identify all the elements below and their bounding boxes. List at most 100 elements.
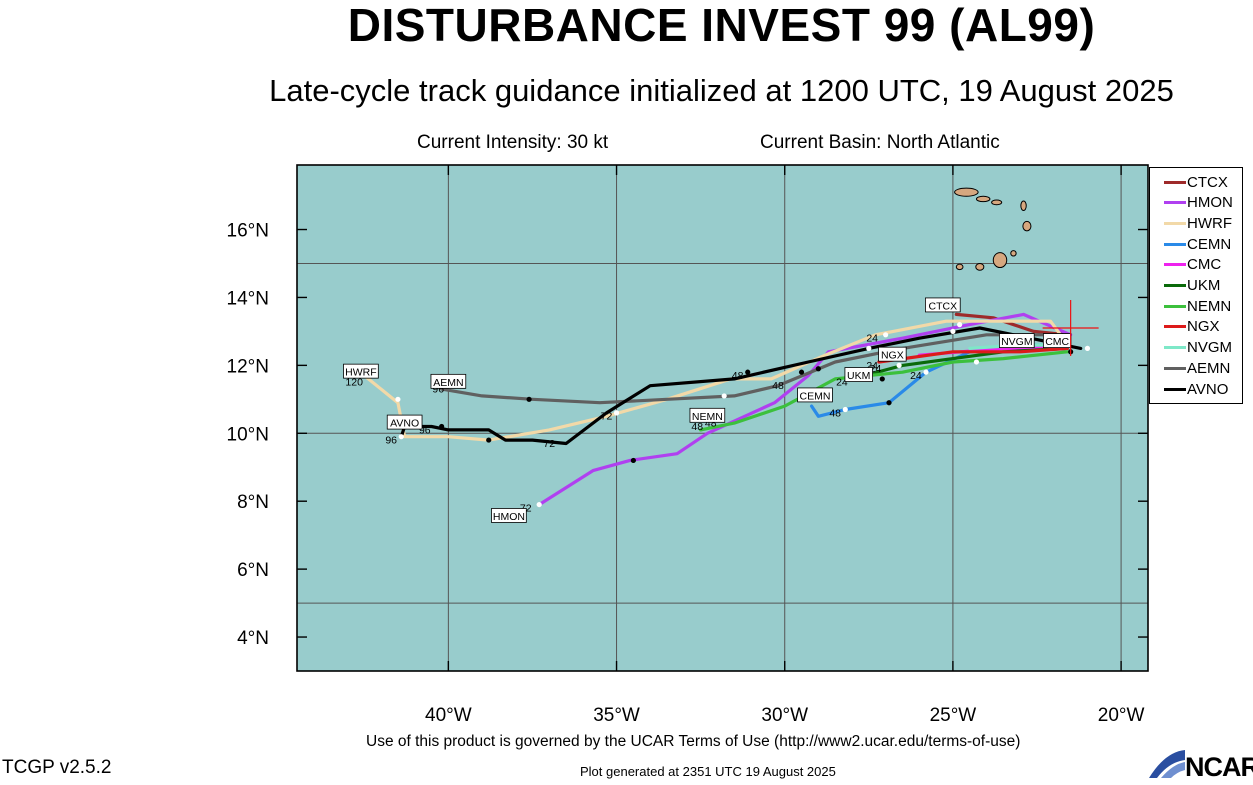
y-tick-label: 10°N [227,424,269,445]
legend-swatch [1164,387,1186,391]
map-subtitle: Late-cycle track guidance initialized at… [269,73,1174,108]
legend-label: NVGM [1187,339,1232,357]
y-tick-label: 12°N [227,356,269,377]
forecast-hour-label: 48 [691,421,703,433]
island-shape [975,195,991,203]
legend-swatch [1164,221,1186,225]
track-label-hmon: HMON [491,508,527,523]
track-marker-avno [1084,345,1091,351]
track-marker-avno [398,434,404,440]
track-marker-aemn [526,396,532,402]
track-marker-cemn [923,369,929,375]
x-tick-label: 35°W [593,705,640,726]
legend-item-nemn: NEMN [1164,296,1231,316]
legend-item-cemn: CEMN [1164,234,1231,254]
track-marker-avno [613,410,620,416]
island-shape [954,187,979,197]
island-shape [992,252,1008,269]
y-tick-label: 16°N [227,221,269,242]
track-marker-aemn [815,366,821,372]
ncar-logo-mark [1149,750,1185,778]
track-label-cemn: CEMN [797,387,833,403]
legend-item-ukm: UKM [1164,276,1220,296]
legend-swatch [1164,304,1186,308]
track-label-box [999,333,1035,348]
track-label-box [343,363,379,379]
track-label-box [491,508,527,523]
forecast-hour-label: 72 [601,411,613,423]
track-marker-hwrf [798,369,805,375]
forecast-hour-label: 24 [836,377,848,389]
track-marker-hwrf [395,396,401,402]
track-ngx [877,346,1069,364]
x-tick-label: 40°W [425,705,472,726]
x-tick-label: 25°W [930,705,977,726]
track-label-text: NEMN [692,411,723,423]
track-label-box [797,387,833,403]
track-label-text: CMC [1045,336,1069,348]
legend-label: UKM [1187,277,1221,294]
track-marker-avno [745,369,751,375]
legend-swatch [1164,346,1186,350]
track-label-aemn: AEMN [430,373,467,389]
island-shape [975,262,985,271]
legend-swatch [1164,366,1186,370]
track-label-text: UKM [847,370,870,382]
track-label-text: CEMN [800,390,831,402]
forecast-hour-label: 24 [870,363,882,375]
current-basin: Current Basin: North Atlantic [760,132,1000,153]
island-shape [955,263,964,271]
legend-label: CEMN [1187,235,1232,253]
legend-item-hwrf: HWRF [1164,213,1232,233]
track-marker-hmon [883,332,889,338]
track-marker-hmon [536,501,542,508]
legend-item-ngx: NGX [1164,317,1220,337]
legend-label: AEMN [1187,359,1231,377]
track-marker-nemn [973,359,980,365]
track-marker-nemn [879,376,885,382]
map-frame [296,164,1149,672]
ncar-logo-text: NCAR [1185,752,1253,782]
ncar-logo: NCAR [1147,748,1253,782]
legend-label: AVNO [1187,380,1229,398]
track-label-text: NVGM [1001,336,1033,348]
track-marker-aemn [721,393,727,399]
track-label-text: HMON [493,511,525,523]
track-label-text: CTCX [929,300,958,312]
y-tick-label: 4°N [237,628,269,649]
track-ctcx [954,312,1069,337]
track-label-text: HWRF [345,367,377,379]
track-label-box [430,373,467,389]
forecast-hour-label: 48 [705,417,717,429]
track-hwrf [362,319,1063,442]
legend-swatch [1164,180,1186,184]
y-tick-label: 14°N [227,288,269,309]
track-marker-hwrf [486,437,492,443]
track-label-text: AVNO [390,418,419,430]
island-shape [1020,200,1027,212]
track-label-box [386,414,423,430]
track-label-box [689,407,726,423]
legend-swatch [1164,284,1186,287]
forecast-hour-label: 48 [829,407,841,419]
track-legend: CTCX HMON HWRF CEMN CMC UKM NEMN NGX NVGM AEMN AVN… [1149,167,1243,404]
legend-swatch [1164,325,1186,329]
forecast-hour-label: 72 [543,438,555,450]
forecast-hour-label: 96 [432,384,444,396]
track-label-text: NGX [881,350,904,362]
track-label-ukm: UKM [844,367,873,382]
legend-label: NEMN [1187,297,1232,315]
track-label-box [844,367,873,382]
track-label-text: AEMN [433,377,463,389]
forecast-hour-label: 96 [419,424,431,436]
legend-swatch [1164,242,1186,246]
track-hmon [537,312,1073,507]
track-label-hwrf: HWRF [343,363,379,379]
version-label: TCGP v2.5.2 [2,757,112,778]
forecast-hour-label: 48 [772,380,784,392]
track-label-cmc: CMC [1042,333,1072,348]
y-tick-label: 6°N [237,560,269,581]
track-label-avno: AVNO [386,414,423,430]
track-label-box [878,346,907,362]
legend-item-cmc: CMC [1164,255,1221,275]
